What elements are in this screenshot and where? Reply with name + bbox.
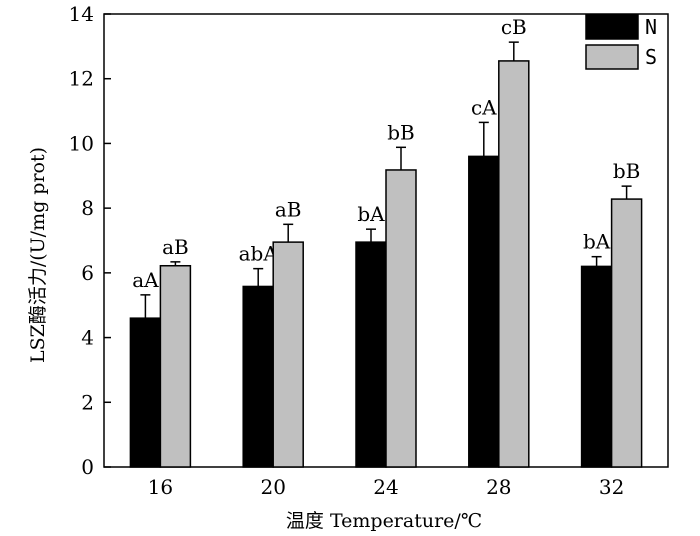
y-tick-label: 14 bbox=[69, 2, 94, 26]
significance-label: bB bbox=[387, 120, 415, 144]
bar-s bbox=[272, 241, 304, 468]
bar-s bbox=[610, 198, 643, 468]
y-tick-label: 0 bbox=[81, 455, 94, 479]
significance-label: cB bbox=[501, 15, 527, 39]
y-tick-label: 8 bbox=[81, 196, 94, 220]
y-axis-title: LSZ酶活力/(U/mg prot) bbox=[27, 147, 49, 363]
bar-n bbox=[355, 241, 387, 468]
plot-area: 0246810121416aAaB20abAaB24bAbB28cAcB32bA… bbox=[69, 2, 669, 499]
legend: N S bbox=[585, 14, 657, 70]
legend-label-n: N bbox=[645, 15, 657, 39]
bar-n bbox=[468, 155, 500, 468]
y-tick-label: 6 bbox=[81, 261, 94, 285]
x-axis-title: 温度 Temperature/℃ bbox=[286, 510, 482, 532]
x-tick-label: 20 bbox=[260, 475, 285, 499]
y-tick-label: 10 bbox=[69, 131, 94, 155]
legend-label-s: S bbox=[645, 45, 657, 69]
x-tick-label: 32 bbox=[599, 475, 624, 499]
bar-s bbox=[498, 60, 530, 468]
bar-n bbox=[129, 317, 162, 468]
significance-label: bA bbox=[583, 230, 611, 254]
significance-label: aB bbox=[275, 197, 302, 221]
x-tick-label: 16 bbox=[148, 475, 173, 499]
significance-label: bB bbox=[613, 159, 641, 183]
significance-label: bA bbox=[357, 202, 385, 226]
legend-swatch-n bbox=[585, 14, 639, 40]
bar-n bbox=[242, 285, 274, 468]
significance-label: aB bbox=[162, 235, 189, 259]
x-tick-label: 24 bbox=[373, 475, 398, 499]
y-tick-label: 4 bbox=[81, 326, 94, 350]
bar-s bbox=[159, 264, 192, 468]
y-tick-label: 12 bbox=[69, 67, 94, 91]
bar-n bbox=[580, 265, 613, 468]
legend-swatch-s bbox=[585, 44, 639, 70]
significance-label: cA bbox=[471, 95, 497, 119]
significance-label: aA bbox=[132, 268, 159, 292]
significance-label: abA bbox=[239, 242, 279, 266]
x-tick-label: 28 bbox=[486, 475, 511, 499]
bar-s bbox=[385, 169, 417, 468]
y-tick-label: 2 bbox=[81, 390, 94, 414]
